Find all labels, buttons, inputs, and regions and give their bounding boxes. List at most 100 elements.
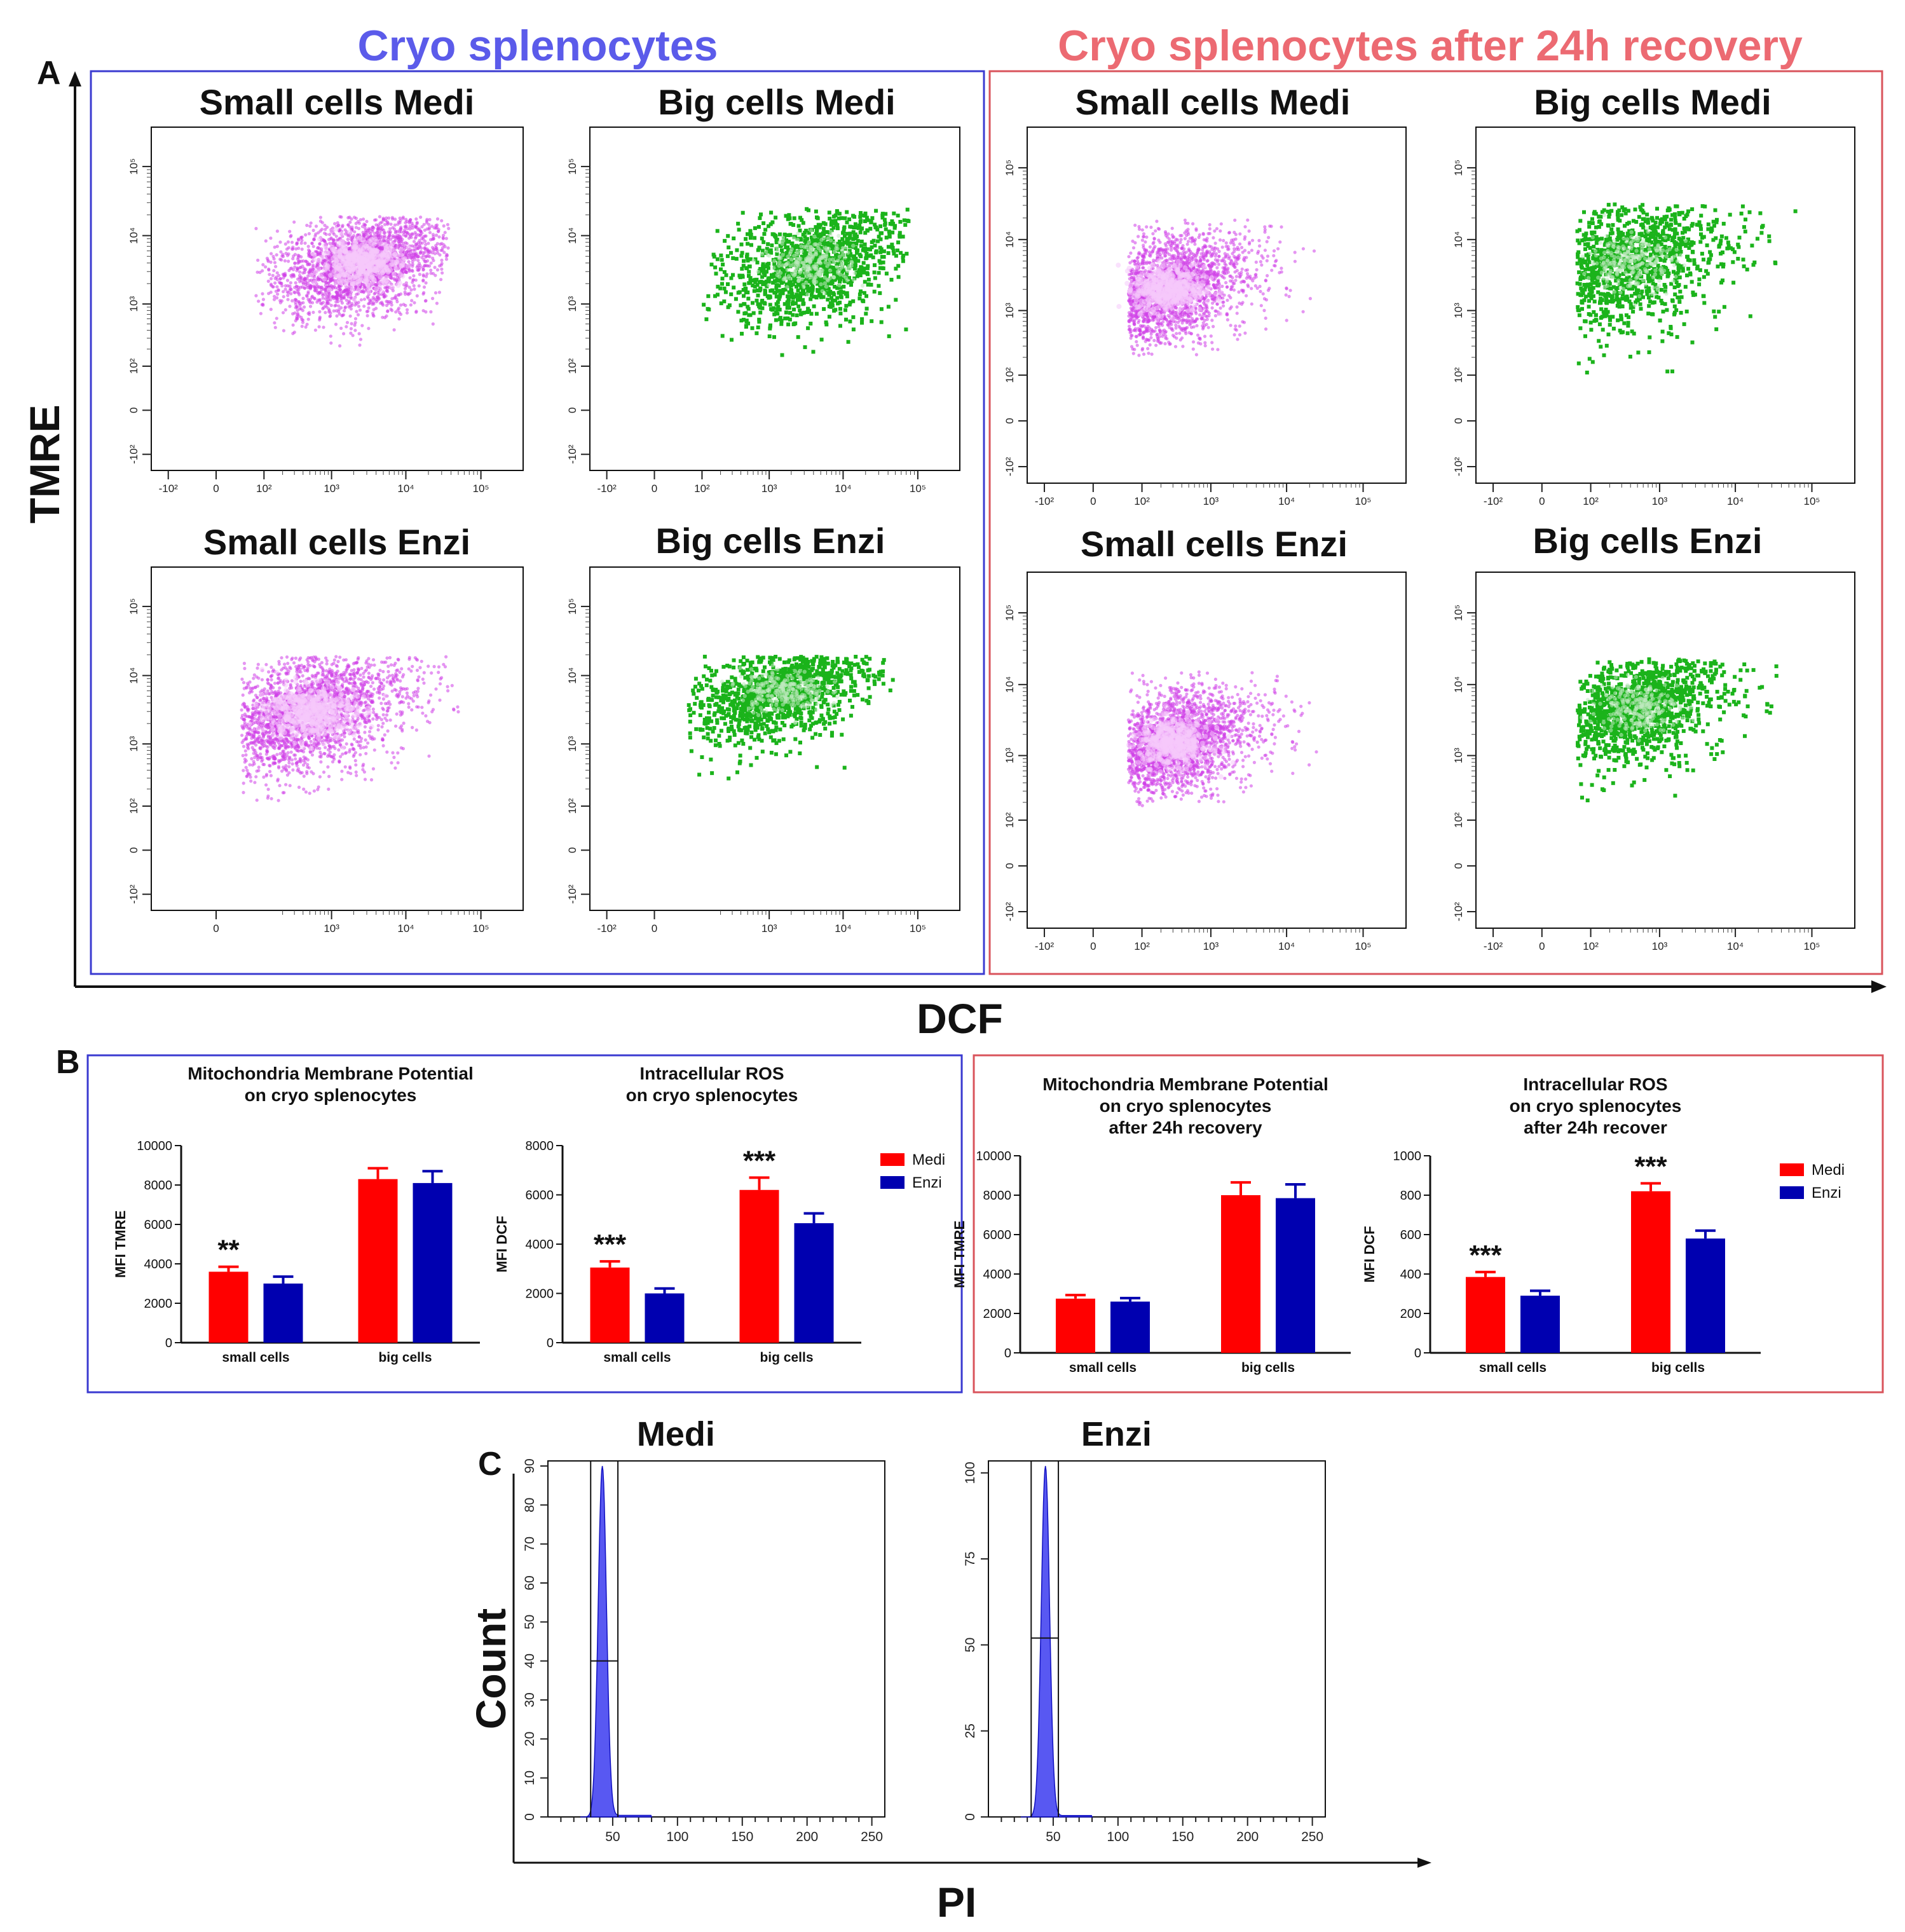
event-dot (843, 308, 847, 312)
event-dot (264, 783, 268, 787)
event-dot (386, 223, 390, 226)
event-dot (419, 250, 423, 254)
event-dot (706, 294, 711, 298)
event-dot (714, 271, 718, 276)
event-dot (807, 289, 811, 293)
event-dot (296, 313, 299, 317)
event-dot (381, 669, 385, 673)
event-dot (325, 225, 329, 229)
dense-dot (400, 257, 406, 263)
dense-dot (391, 271, 397, 277)
event-dot (291, 332, 295, 336)
dense-dot (795, 250, 800, 254)
x-tick-label: 10³ (324, 922, 339, 935)
event-dot (273, 321, 277, 325)
event-dot (390, 301, 393, 305)
event-dot (259, 312, 263, 315)
event-dot (273, 294, 277, 298)
event-dot (286, 240, 290, 244)
event-dot (322, 306, 325, 310)
event-dot (399, 227, 403, 231)
event-dot (430, 245, 435, 249)
event-dot (896, 240, 901, 245)
y-tick-label: 10⁴ (566, 228, 578, 244)
event-dot (297, 246, 301, 250)
event-dot (291, 257, 295, 261)
event-dot (306, 317, 310, 321)
event-dot (756, 293, 760, 298)
event-dot (759, 280, 763, 284)
event-dot (774, 216, 778, 220)
event-dot (376, 728, 380, 732)
flow-plot-cryo-small-medi: Small cells Medi -10² 0 10² 10³ 10⁴ 10⁵-10²01… (128, 82, 524, 495)
event-dot (327, 296, 331, 299)
event-dot (345, 325, 348, 329)
event-dot (715, 229, 720, 233)
event-dot (814, 312, 819, 316)
event-dot (323, 239, 327, 243)
dense-dot (789, 257, 794, 262)
event-dot (838, 324, 842, 328)
dense-dot (374, 259, 379, 265)
event-dot (746, 242, 750, 246)
event-dot (440, 267, 444, 271)
event-dot (877, 284, 881, 288)
x-tick-label: 10⁵ (473, 922, 489, 935)
event-dot (346, 302, 350, 306)
dense-dot (359, 260, 365, 266)
event-dot (397, 311, 401, 315)
event-dot (300, 238, 304, 242)
event-dot (365, 233, 369, 237)
event-dot (283, 259, 287, 263)
event-dot (416, 241, 420, 245)
event-dot (329, 341, 333, 345)
event-dot (280, 284, 284, 288)
event-dot (798, 216, 802, 220)
dense-dot (767, 283, 771, 287)
event-dot (346, 291, 350, 294)
event-dot (294, 306, 297, 310)
event-dot (887, 334, 891, 338)
dense-dot (796, 278, 801, 284)
event-dot (403, 253, 407, 257)
event-dot (766, 277, 770, 282)
event-dot (789, 222, 793, 226)
event-dot (432, 226, 436, 230)
event-dot (365, 314, 369, 318)
event-dot (827, 315, 831, 319)
event-dot (903, 223, 908, 227)
event-dot (901, 259, 905, 263)
event-dot (788, 233, 793, 237)
event-dot (341, 224, 345, 228)
event-dot (342, 332, 346, 336)
dense-dot (825, 249, 830, 253)
event-dot (901, 254, 906, 257)
event-dot (424, 234, 428, 238)
event-dot (437, 671, 440, 675)
event-dot (736, 310, 741, 314)
event-dot (838, 306, 842, 311)
event-dot (289, 281, 292, 285)
event-dot (777, 317, 782, 322)
x-tick-label: 10³ (761, 483, 777, 495)
y-tick-label: 10⁴ (128, 668, 140, 684)
event-dot (392, 328, 396, 332)
event-dot (434, 243, 438, 247)
event-dot (363, 223, 367, 227)
event-dot (433, 252, 437, 256)
event-dot (719, 301, 723, 306)
dense-dot (371, 251, 377, 257)
event-dot (742, 312, 747, 316)
event-dot (296, 277, 300, 281)
event-dot (382, 231, 386, 235)
event-dot (864, 306, 869, 311)
event-dot (425, 221, 429, 225)
dense-dot (777, 260, 782, 264)
event-dot (844, 304, 849, 308)
dense-dot (318, 273, 323, 278)
event-dot (874, 209, 878, 213)
event-dot (421, 268, 425, 272)
dense-dot (379, 289, 385, 294)
event-dot (439, 249, 443, 252)
event-dot (411, 226, 414, 230)
